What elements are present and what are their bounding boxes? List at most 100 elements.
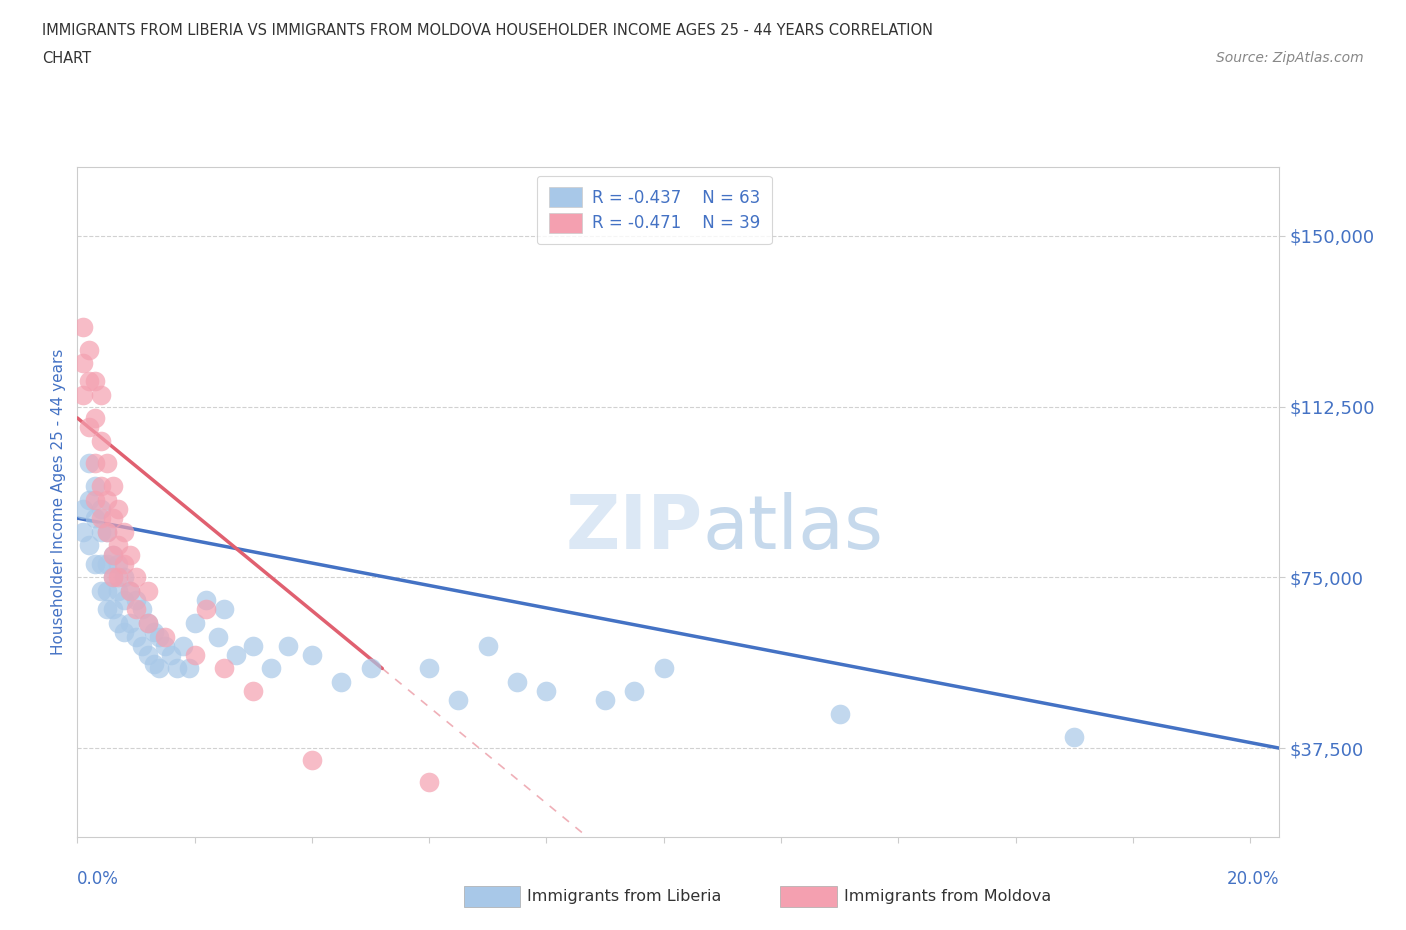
Point [84, 374, 107, 389]
Point [77, 493, 100, 508]
Point [90, 388, 112, 403]
Point [131, 638, 153, 653]
Point [90, 525, 112, 539]
Point [172, 638, 194, 653]
Text: 0.0%: 0.0% [77, 870, 120, 887]
Point [447, 693, 470, 708]
Point [330, 674, 353, 689]
Point [506, 674, 529, 689]
Point [112, 625, 135, 640]
Point [77, 342, 100, 357]
Point [72, 319, 94, 334]
Point [72, 388, 94, 403]
Text: IMMIGRANTS FROM LIBERIA VS IMMIGRANTS FROM MOLDOVA HOUSEHOLDER INCOME AGES 25 - : IMMIGRANTS FROM LIBERIA VS IMMIGRANTS FR… [42, 23, 934, 38]
Point [277, 638, 299, 653]
Point [136, 647, 159, 662]
Point [107, 616, 129, 631]
Point [166, 661, 188, 676]
Point [155, 638, 177, 653]
Text: CHART: CHART [42, 51, 91, 66]
Point [90, 501, 112, 516]
Point [72, 501, 94, 516]
Point [212, 661, 235, 676]
Point [418, 661, 440, 676]
Point [112, 570, 135, 585]
Point [828, 707, 851, 722]
Point [101, 570, 124, 585]
Point [96, 456, 118, 471]
Point [90, 584, 112, 599]
Point [112, 592, 135, 607]
Point [101, 602, 124, 617]
Point [90, 511, 112, 525]
Text: Immigrants from Liberia: Immigrants from Liberia [527, 889, 721, 904]
Point [90, 433, 112, 448]
Point [242, 638, 264, 653]
Point [101, 547, 124, 562]
Point [160, 647, 183, 662]
Point [72, 525, 94, 539]
Point [72, 356, 94, 371]
Point [96, 602, 118, 617]
Point [125, 570, 148, 585]
Point [107, 584, 129, 599]
Text: 20.0%: 20.0% [1227, 870, 1279, 887]
Point [120, 616, 142, 631]
Point [84, 410, 107, 425]
Point [136, 584, 159, 599]
Point [207, 629, 229, 644]
Point [148, 661, 170, 676]
Point [195, 592, 218, 607]
Point [84, 479, 107, 494]
Point [183, 616, 205, 631]
Point [131, 602, 153, 617]
Point [652, 661, 675, 676]
Point [183, 647, 205, 662]
Point [90, 479, 112, 494]
Point [142, 625, 165, 640]
Point [260, 661, 283, 676]
Point [107, 538, 129, 553]
Point [536, 684, 558, 698]
Point [242, 684, 264, 698]
Point [120, 584, 142, 599]
Point [84, 511, 107, 525]
Point [77, 419, 100, 434]
Point [107, 570, 129, 585]
Point [107, 501, 129, 516]
Point [225, 647, 247, 662]
Point [177, 661, 200, 676]
Text: Source: ZipAtlas.com: Source: ZipAtlas.com [1216, 51, 1364, 65]
Point [623, 684, 645, 698]
Point [301, 647, 323, 662]
Point [84, 556, 107, 571]
Point [101, 547, 124, 562]
Point [77, 538, 100, 553]
Point [101, 479, 124, 494]
Point [96, 525, 118, 539]
Point [96, 584, 118, 599]
Point [136, 616, 159, 631]
Point [125, 602, 148, 617]
Point [142, 657, 165, 671]
Point [593, 693, 616, 708]
Point [101, 570, 124, 585]
Text: atlas: atlas [703, 493, 883, 565]
Point [212, 602, 235, 617]
Point [96, 556, 118, 571]
Point [96, 493, 118, 508]
Point [136, 616, 159, 631]
Point [125, 592, 148, 607]
Point [360, 661, 382, 676]
Point [155, 629, 177, 644]
Text: ZIP: ZIP [565, 493, 703, 565]
Point [112, 556, 135, 571]
Point [90, 556, 112, 571]
Y-axis label: Householder Income Ages 25 - 44 years: Householder Income Ages 25 - 44 years [51, 349, 66, 656]
Point [101, 511, 124, 525]
Point [125, 629, 148, 644]
Point [77, 374, 100, 389]
Text: Immigrants from Moldova: Immigrants from Moldova [844, 889, 1050, 904]
Legend: R = -0.437    N = 63, R = -0.471    N = 39: R = -0.437 N = 63, R = -0.471 N = 39 [537, 176, 772, 245]
Point [148, 629, 170, 644]
